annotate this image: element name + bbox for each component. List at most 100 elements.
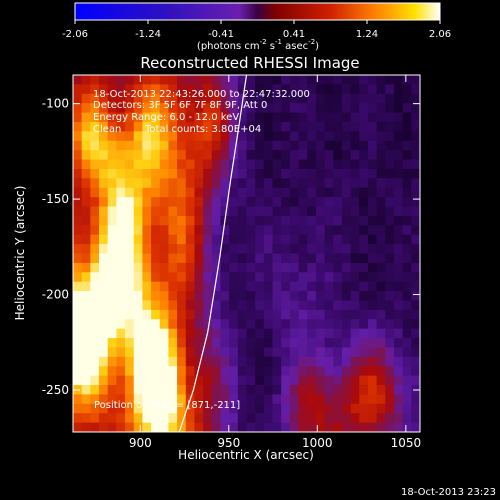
heatmap-pixel xyxy=(289,375,300,386)
heatmap-pixel xyxy=(246,159,256,170)
heatmap-pixel xyxy=(229,319,239,330)
heatmap-pixel xyxy=(185,403,196,414)
heatmap-pixel xyxy=(359,150,369,161)
heatmap-pixel xyxy=(211,366,222,377)
heatmap-pixel xyxy=(281,319,291,330)
heatmap-pixel xyxy=(177,187,187,198)
heatmap-pixel xyxy=(324,168,334,179)
heatmap-pixel xyxy=(376,262,386,273)
heatmap-pixel xyxy=(116,150,126,161)
heatmap-pixel xyxy=(411,309,420,320)
heatmap-pixel xyxy=(272,338,282,349)
heatmap-pixel xyxy=(376,159,386,170)
heatmap-pixel xyxy=(99,253,109,264)
heatmap-pixel xyxy=(289,168,300,179)
heatmap-pixel xyxy=(393,93,404,104)
heatmap-pixel xyxy=(99,93,109,104)
heatmap-pixel xyxy=(125,338,135,349)
heatmap-pixel xyxy=(385,375,395,386)
heatmap-pixel xyxy=(203,291,213,302)
heatmap-pixel xyxy=(99,281,109,292)
heatmap-pixel xyxy=(73,103,83,114)
heatmap-pixel xyxy=(307,168,317,179)
heatmap-pixel xyxy=(168,84,178,95)
heatmap-pixel xyxy=(411,272,420,283)
heatmap-pixel xyxy=(281,112,291,123)
heatmap-pixel xyxy=(333,225,343,236)
heatmap-pixel xyxy=(90,225,100,236)
heatmap-pixel xyxy=(393,131,404,142)
heatmap-pixel xyxy=(393,338,404,349)
heatmap-pixel xyxy=(255,75,265,85)
heatmap-pixel xyxy=(402,234,412,245)
heatmap-pixel xyxy=(263,150,274,161)
heatmap-pixel xyxy=(359,84,369,95)
heatmap-pixel xyxy=(289,328,300,339)
heatmap-pixel xyxy=(263,309,274,320)
heatmap-pixel xyxy=(263,234,274,245)
heatmap-pixel xyxy=(263,225,274,236)
heatmap-pixel xyxy=(90,394,100,405)
heatmap-pixel xyxy=(73,121,83,132)
heatmap-pixel xyxy=(125,253,135,264)
heatmap-pixel xyxy=(376,281,386,292)
heatmap-pixel xyxy=(90,272,100,283)
heatmap-pixel xyxy=(393,150,404,161)
heatmap-pixel xyxy=(333,262,343,273)
heatmap-pixel xyxy=(90,244,100,255)
heatmap-pixel xyxy=(142,281,152,292)
heatmap-pixel xyxy=(367,103,378,114)
heatmap-pixel xyxy=(367,159,378,170)
heatmap-pixel xyxy=(350,422,360,432)
heatmap-pixel xyxy=(99,375,109,386)
heatmap-pixel xyxy=(81,197,91,208)
heatmap-pixel xyxy=(81,103,91,114)
heatmap-pixel xyxy=(116,234,126,245)
heatmap-pixel xyxy=(125,206,135,217)
heatmap-pixel xyxy=(350,225,360,236)
heatmap-pixel xyxy=(203,234,213,245)
colorbar-unit-label: (photons cm-2 s-1 asec-2) xyxy=(197,38,319,52)
heatmap-pixel xyxy=(385,394,395,405)
heatmap-pixel xyxy=(203,112,213,123)
heatmap-pixel xyxy=(359,422,369,432)
heatmap-pixel xyxy=(229,234,239,245)
heatmap-pixel xyxy=(107,112,117,123)
heatmap-pixel xyxy=(168,356,178,367)
heatmap-pixel xyxy=(263,272,274,283)
heatmap-pixel xyxy=(359,121,369,132)
heatmap-pixel xyxy=(133,93,144,104)
heatmap-pixel xyxy=(107,225,117,236)
heatmap-pixel xyxy=(211,300,222,311)
heatmap-pixel xyxy=(385,403,395,414)
heatmap-pixel xyxy=(333,103,343,114)
heatmap-pixel xyxy=(177,215,187,226)
heatmap-pixel xyxy=(281,131,291,142)
heatmap-pixel xyxy=(333,112,343,123)
heatmap-pixel xyxy=(341,338,352,349)
heatmap-pixel xyxy=(159,272,170,283)
heatmap-pixel xyxy=(385,206,395,217)
heatmap-pixel xyxy=(99,403,109,414)
heatmap-pixel xyxy=(142,121,152,132)
heatmap-pixel xyxy=(211,422,222,432)
heatmap-pixel xyxy=(289,403,300,414)
heatmap-pixel xyxy=(203,244,213,255)
heatmap-pixel xyxy=(237,319,248,330)
heatmap-pixel xyxy=(298,309,308,320)
heatmap-pixel xyxy=(194,347,204,358)
heatmap-pixel xyxy=(116,244,126,255)
heatmap-pixel xyxy=(402,84,412,95)
heatmap-pixel xyxy=(307,262,317,273)
heatmap-pixel xyxy=(385,366,395,377)
heatmap-pixel xyxy=(281,403,291,414)
heatmap-pixel xyxy=(246,394,256,405)
heatmap-pixel xyxy=(350,197,360,208)
heatmap-pixel xyxy=(211,178,222,189)
heatmap-pixel xyxy=(359,366,369,377)
heatmap-pixel xyxy=(324,309,334,320)
heatmap-pixel xyxy=(307,309,317,320)
heatmap-pixel xyxy=(298,103,308,114)
colorbar-tick-label: -2.06 xyxy=(62,29,88,40)
heatmap-pixel xyxy=(298,225,308,236)
